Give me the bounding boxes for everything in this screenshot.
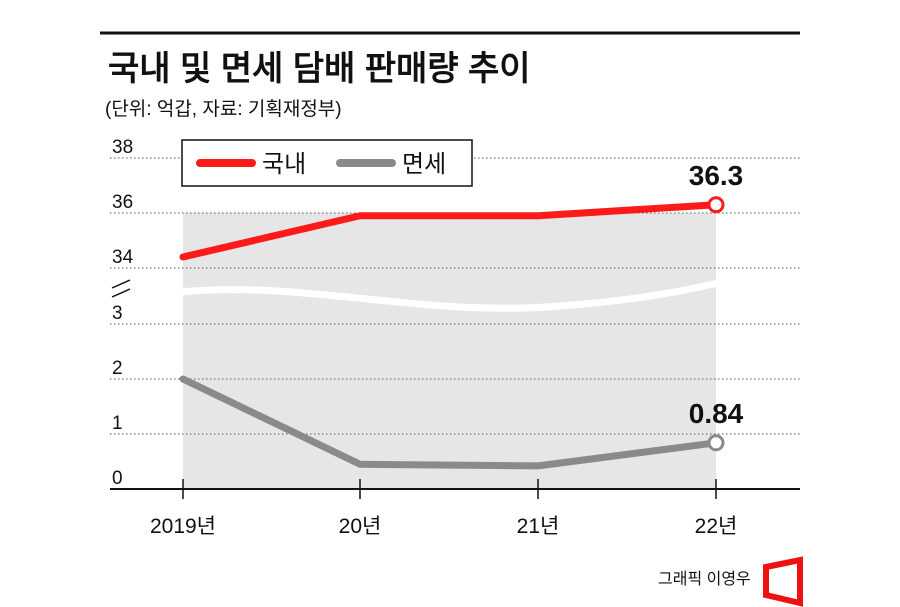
legend-label-dutyfree: 면세: [402, 151, 446, 178]
chart-title: 국내 및 면세 담배 판매량 추이: [108, 50, 531, 88]
chart-subtitle: (단위: 억갑, 자료: 기획재정부): [105, 98, 342, 120]
y-tick-label: 34: [112, 247, 134, 268]
series-line-dutyfree: [179, 375, 720, 470]
y-tick-label: 2: [112, 358, 123, 379]
data-label-dutyfree: 0.84: [689, 398, 744, 429]
axis-break-icon: [111, 279, 131, 298]
y-tick-label: 36: [112, 192, 133, 213]
logo-icon: [763, 556, 803, 607]
data-point-end: [707, 196, 725, 214]
data-point-end: [707, 434, 725, 452]
series-line-domestic: [179, 201, 720, 261]
x-tick-label: 20년: [339, 515, 382, 538]
legend-label-domestic: 국내: [262, 151, 306, 178]
y-tick-label: 0: [112, 468, 123, 489]
data-label-domestic: 36.3: [689, 160, 744, 191]
legend: 국내 면세: [181, 139, 473, 187]
axis-break-band: [169, 276, 731, 312]
credit: 그래픽 이영우: [658, 570, 751, 588]
plot-background: [183, 213, 716, 489]
x-tick-label: 22년: [695, 515, 738, 538]
x-tick-label: 21년: [517, 515, 560, 538]
y-tick-label: 38: [112, 137, 133, 158]
y-tick-label: 1: [112, 413, 123, 434]
x-tick-label: 2019년: [150, 515, 216, 538]
y-tick-label: 3: [112, 303, 123, 324]
